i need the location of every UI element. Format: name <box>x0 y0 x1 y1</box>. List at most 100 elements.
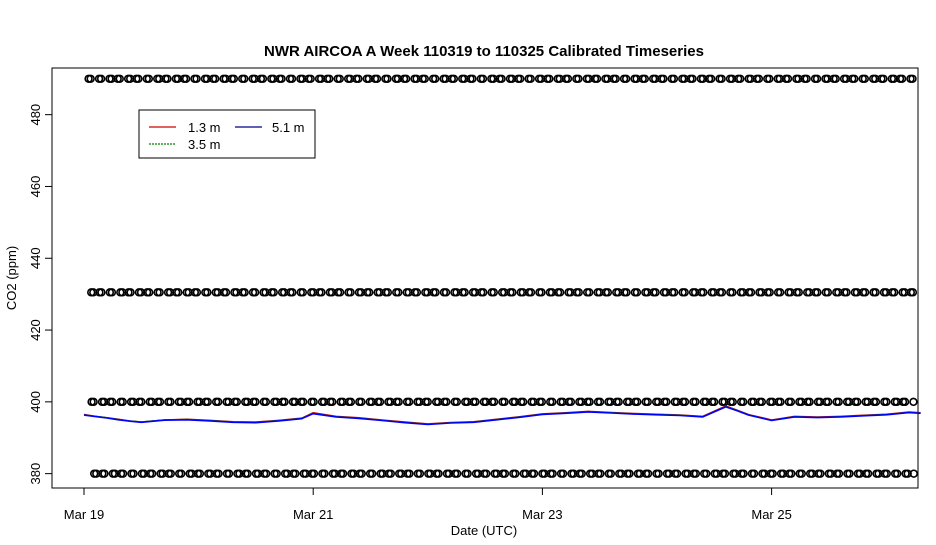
calibration-point <box>574 288 583 297</box>
calibration-point <box>632 288 642 297</box>
legend: 1.3 m 3.5 m 5.1 m <box>138 109 316 159</box>
calibration-point <box>893 469 902 478</box>
calibration-point <box>816 469 825 478</box>
calibration-point <box>831 74 840 83</box>
calibration-point <box>592 74 602 83</box>
y-tick-label: 440 <box>28 247 43 269</box>
calibration-point <box>291 469 300 478</box>
calibration-point <box>691 469 701 478</box>
calibration-point <box>375 397 385 407</box>
y-axis: 380 400 420 440 460 480 <box>28 104 53 484</box>
calibration-point <box>346 288 355 297</box>
calibration-point <box>192 74 201 83</box>
calibration-point <box>709 397 719 407</box>
calibration-point <box>107 288 117 297</box>
calibration-point <box>96 74 106 83</box>
calibration-point <box>412 288 422 297</box>
calibration-point <box>442 397 451 407</box>
calibration-point <box>669 74 679 83</box>
calibration-point <box>118 397 127 407</box>
calibration-point <box>566 397 576 407</box>
calibration-point <box>258 74 268 83</box>
calibration-point <box>452 397 462 407</box>
calibration-point <box>882 469 891 478</box>
calibration-point <box>659 74 668 83</box>
calibration-point <box>802 74 811 83</box>
calibration-point <box>177 469 186 478</box>
calibration-point <box>405 469 414 478</box>
calibration-point <box>471 397 480 407</box>
calibration-point <box>897 74 907 83</box>
calibration-point <box>298 397 308 407</box>
y-axis-label: CO2 (ppm) <box>4 246 19 310</box>
calibration-point <box>434 469 443 478</box>
calibration-point <box>909 397 918 407</box>
calibration-point <box>879 74 888 83</box>
calibration-point <box>908 74 917 83</box>
calibration-point <box>728 397 737 407</box>
calibration-point <box>203 397 212 407</box>
calibration-point <box>404 397 414 407</box>
calibration-point <box>545 74 554 83</box>
calibration-point <box>680 397 690 407</box>
calibration-point <box>805 397 814 407</box>
calibration-point <box>500 469 510 478</box>
calibration-point <box>108 397 117 407</box>
calibration-point <box>184 397 194 407</box>
calibration-point <box>728 288 737 297</box>
calibration-point <box>606 469 616 478</box>
calibration-point <box>383 74 392 83</box>
calibration-point <box>431 74 440 83</box>
calibration-point <box>298 288 308 297</box>
calibration-point <box>335 288 345 297</box>
calibration-point <box>317 288 326 297</box>
calibration-point <box>621 74 631 83</box>
calibration-point <box>746 288 756 297</box>
calibration-point <box>548 469 557 478</box>
calibration-point <box>174 288 183 297</box>
x-tick-label: Mar 25 <box>751 507 791 522</box>
calibration-point <box>478 74 488 83</box>
calibration-point <box>155 397 165 407</box>
calibration-point <box>367 469 377 478</box>
calibration-point <box>497 74 506 83</box>
calibration-point <box>787 469 796 478</box>
calibration-point <box>850 74 859 83</box>
calibration-point <box>129 469 138 478</box>
calibration-point <box>338 469 348 478</box>
calibration-point <box>240 288 249 297</box>
calibration-point <box>243 469 252 478</box>
calibration-point <box>633 397 642 407</box>
calibration-point <box>909 469 918 478</box>
calibration-point <box>871 397 881 407</box>
calibration-point <box>192 288 202 297</box>
calibration-point <box>420 74 429 83</box>
calibration-point <box>643 469 653 478</box>
calibration-point <box>765 74 774 83</box>
calibration-point <box>277 74 286 83</box>
calibration-point <box>574 74 583 83</box>
calibration-point <box>720 469 730 478</box>
calibration-point <box>320 469 329 478</box>
calibration-point <box>309 469 319 478</box>
calibration-point <box>213 397 223 407</box>
calibration-point <box>823 288 833 297</box>
calibration-point <box>511 469 520 478</box>
calibration-point <box>365 288 374 297</box>
calibration-point <box>614 397 623 407</box>
legend-label-3-5m: 3.5 m <box>188 137 221 152</box>
calibration-point <box>401 74 411 83</box>
calibration-point <box>640 74 649 83</box>
calibration-point <box>717 288 727 297</box>
calibration-point <box>611 74 620 83</box>
x-tick-label: Mar 19 <box>64 507 104 522</box>
calibration-points <box>84 74 918 478</box>
calibration-point <box>691 397 700 407</box>
calibration-point <box>262 469 271 478</box>
calibration-point <box>126 288 135 297</box>
y-tick-label: 460 <box>28 176 43 198</box>
calibration-point <box>757 397 767 407</box>
calibration-point <box>144 74 154 83</box>
calibration-point <box>147 469 157 478</box>
